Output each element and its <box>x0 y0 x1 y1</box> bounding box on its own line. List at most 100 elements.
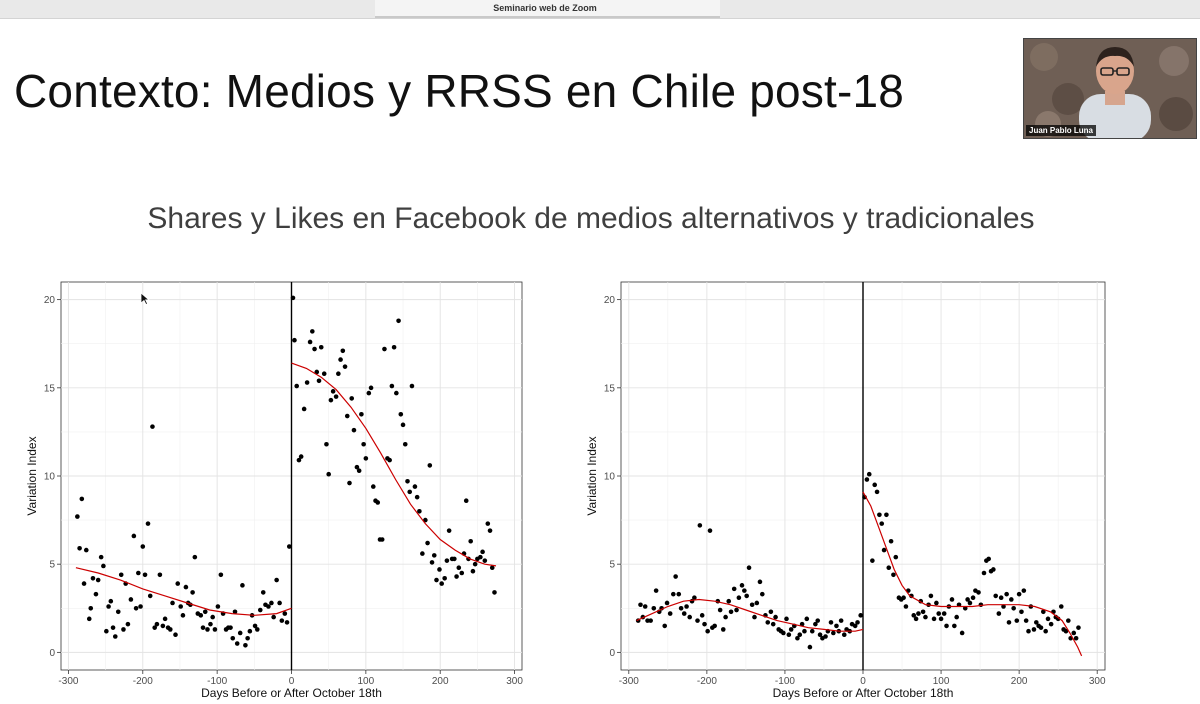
data-point <box>326 471 331 477</box>
data-point <box>396 318 401 324</box>
data-point <box>439 581 444 586</box>
data-point <box>104 628 109 634</box>
data-point <box>234 641 240 646</box>
data-point <box>736 595 742 600</box>
data-point <box>437 567 442 572</box>
data-point <box>944 623 949 629</box>
data-point <box>1009 597 1014 602</box>
data-point <box>799 621 805 627</box>
x-tick-label: 100 <box>933 676 950 687</box>
data-point <box>765 620 771 625</box>
data-point <box>260 590 266 595</box>
data-point <box>128 597 134 602</box>
fit-line <box>636 598 864 632</box>
data-point <box>215 604 221 609</box>
data-point <box>478 554 483 560</box>
data-point <box>468 538 473 544</box>
data-point <box>108 598 114 604</box>
data-point <box>712 623 717 629</box>
data-point <box>1011 605 1016 611</box>
data-point <box>112 634 118 639</box>
data-point <box>807 644 813 650</box>
data-point <box>336 371 341 377</box>
data-point <box>870 558 875 563</box>
data-point <box>190 590 195 595</box>
data-point <box>923 614 928 620</box>
data-point <box>136 570 141 576</box>
data-point <box>218 572 224 578</box>
data-point <box>387 457 392 463</box>
data-point <box>1026 628 1031 634</box>
data-point <box>901 595 906 600</box>
data-point <box>330 389 336 394</box>
data-point <box>243 643 248 648</box>
x-tick-label: -200 <box>133 676 153 687</box>
data-point <box>152 625 157 630</box>
data-point <box>485 521 491 526</box>
data-point <box>1058 604 1064 609</box>
data-point <box>855 620 860 625</box>
data-point <box>382 346 387 352</box>
data-point <box>351 427 357 433</box>
data-point <box>205 627 210 632</box>
y-tick-label: 10 <box>44 472 56 483</box>
x-tick-label: -300 <box>619 676 639 687</box>
data-point <box>1045 616 1051 622</box>
data-point <box>115 609 121 615</box>
data-point <box>425 540 430 546</box>
data-point <box>936 611 942 616</box>
data-point <box>472 561 478 567</box>
data-point <box>781 630 786 636</box>
data-point <box>731 586 737 592</box>
data-point <box>375 500 381 505</box>
y-tick-label: 0 <box>609 648 615 659</box>
data-point <box>1043 628 1048 634</box>
data-point <box>81 581 87 586</box>
data-point <box>1004 591 1009 597</box>
data-point <box>279 618 285 623</box>
data-point <box>298 454 304 459</box>
data-point <box>101 563 106 569</box>
data-point <box>879 521 885 526</box>
data-point <box>210 614 215 620</box>
data-point <box>131 533 137 539</box>
data-point <box>252 623 258 629</box>
data-point <box>274 577 279 583</box>
data-point <box>723 614 728 620</box>
data-point <box>813 621 818 627</box>
data-point <box>841 632 847 638</box>
chart-right: -300 -200 -100 0 100 200 300 0 5 10 15 20 Days Befor… <box>586 281 1106 700</box>
data-point <box>266 604 271 609</box>
data-point <box>684 604 689 609</box>
data-point <box>1019 609 1024 615</box>
data-point <box>976 590 981 595</box>
data-point <box>286 544 292 549</box>
data-point <box>391 344 397 350</box>
data-point <box>160 623 166 629</box>
data-point <box>427 463 433 468</box>
data-point <box>282 611 288 616</box>
data-point <box>142 572 148 578</box>
data-point <box>1001 604 1006 609</box>
data-point <box>312 346 317 352</box>
data-point <box>795 635 800 641</box>
data-point <box>1041 609 1046 615</box>
data-point <box>809 628 815 634</box>
x-tick-label: -200 <box>697 676 717 687</box>
data-point <box>941 611 947 616</box>
data-point <box>170 600 175 606</box>
data-point <box>831 630 836 636</box>
data-point <box>106 604 111 609</box>
data-point <box>705 628 710 634</box>
data-point <box>913 616 919 622</box>
data-point <box>489 565 495 571</box>
data-point <box>754 600 760 606</box>
window-titlebar: Seminario web de Zoom <box>0 0 1200 19</box>
data-point <box>83 547 89 553</box>
data-point <box>642 604 648 609</box>
data-point <box>98 554 104 560</box>
fit-line <box>291 362 497 567</box>
participant-video-tile[interactable]: Juan Pablo Luna <box>1023 38 1197 139</box>
y-axis-label: Variation Index <box>26 436 39 515</box>
y-tick-label: 0 <box>49 648 55 659</box>
